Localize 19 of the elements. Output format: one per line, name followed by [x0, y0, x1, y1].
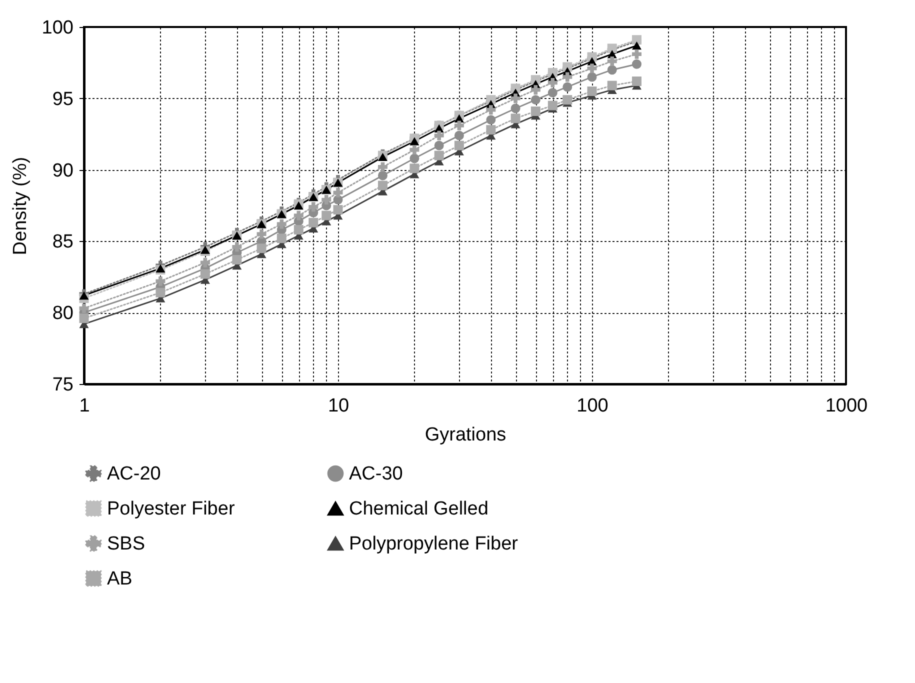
y-tick-label: 85 — [52, 232, 74, 253]
legend-label: AC-20 — [107, 464, 161, 485]
y-axis-title: Density (%) — [10, 156, 31, 256]
x-tick-label: 1000 — [825, 396, 868, 416]
legend-label: Chemical Gelled — [349, 498, 488, 520]
y-tick-label: 100 — [42, 18, 74, 38]
y-tick-label: 90 — [52, 160, 74, 182]
legend-label: AB — [107, 568, 132, 590]
y-tick-label: 75 — [52, 374, 74, 396]
legend-label: AC-30 — [349, 464, 403, 485]
x-tick-label: 1 — [79, 396, 90, 416]
legend-label: Polypropylene Fiber — [349, 534, 519, 554]
x-tick-label: 10 — [328, 396, 350, 416]
y-tick-label: 80 — [52, 303, 74, 324]
legend-label: SBS — [107, 534, 146, 554]
y-tick-label: 95 — [52, 88, 74, 110]
x-axis-title: Gyrations — [424, 424, 506, 446]
legend-label: Polyester Fiber — [107, 498, 236, 520]
x-tick-label: 100 — [576, 396, 608, 416]
